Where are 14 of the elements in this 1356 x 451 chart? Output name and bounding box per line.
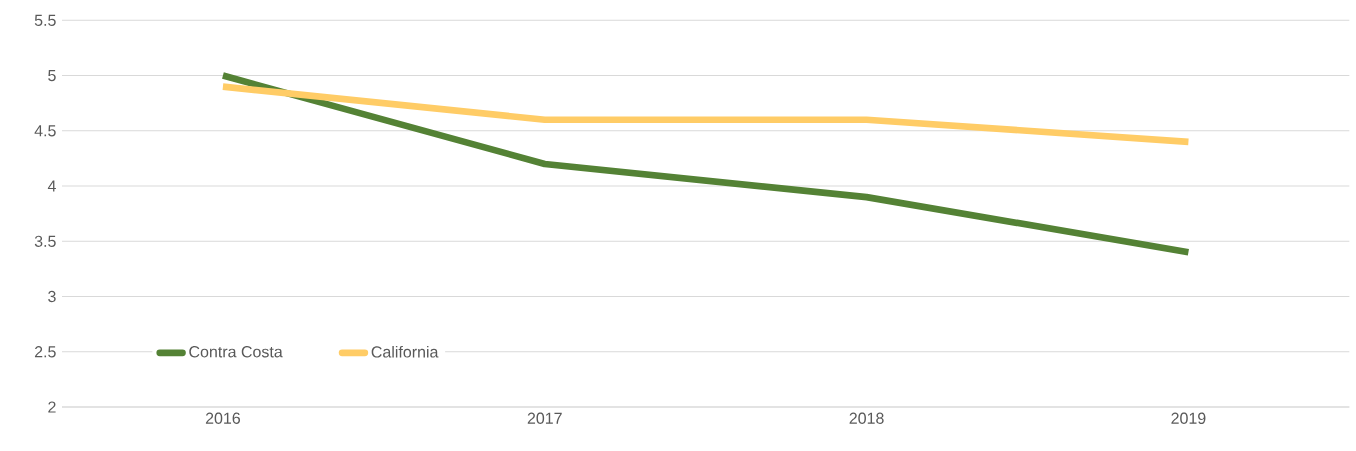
y-tick-label: 5.5: [34, 14, 56, 26]
y-tick-label: 3: [48, 290, 56, 303]
y-tick-label: 2: [48, 401, 56, 413]
y-tick-label: 3.5: [34, 235, 56, 247]
y-tick-label: 4.5: [34, 125, 56, 137]
y-tick-label: 2.5: [34, 346, 56, 358]
y-tick-label: 4: [47, 180, 56, 192]
legend-label: Contra Costa: [189, 346, 283, 358]
x-tick-label: 2017: [527, 412, 562, 424]
y-tick-label: 5: [48, 70, 56, 82]
legend-label: California: [371, 345, 439, 358]
x-tick-label: 2018: [849, 412, 884, 424]
x-tick-label: 2016: [205, 412, 241, 424]
x-tick-label: 2019: [1171, 412, 1206, 424]
